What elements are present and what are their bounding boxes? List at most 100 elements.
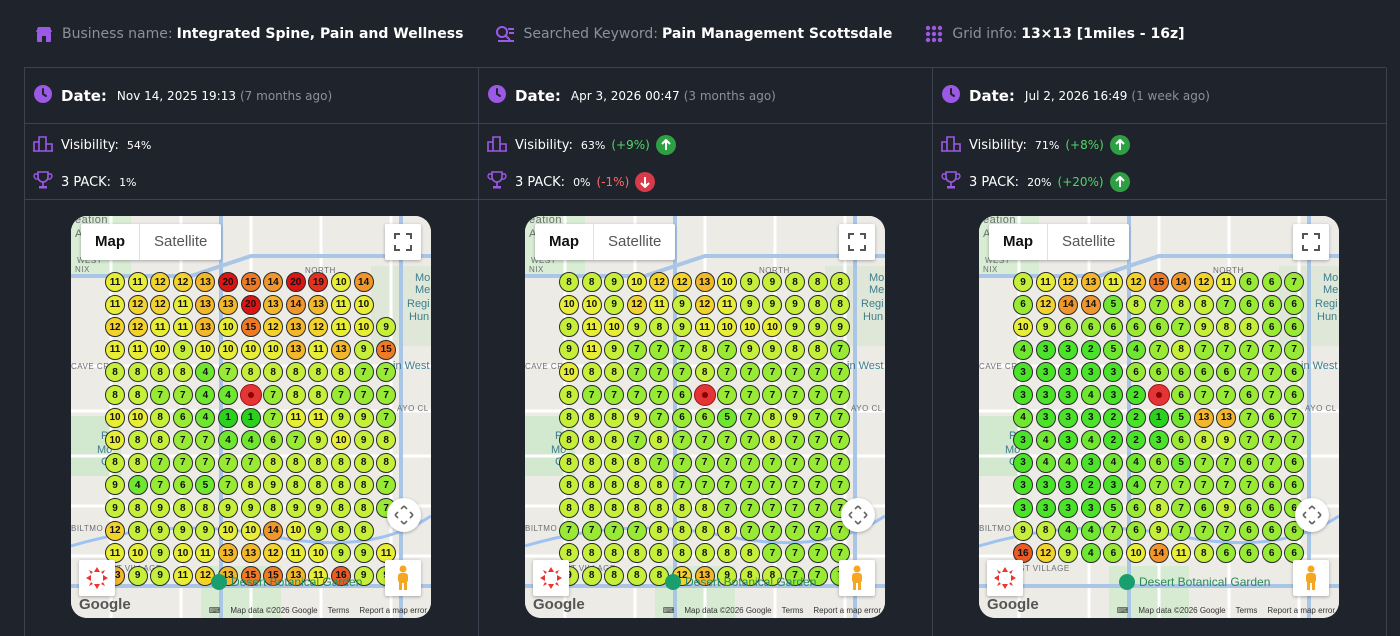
rank-dot[interactable]: 8	[331, 475, 351, 496]
rank-dot[interactable]: 4	[1013, 407, 1033, 428]
rank-dot[interactable]: 9	[353, 543, 374, 564]
rank-dot[interactable]: 7	[672, 339, 692, 360]
report-error-link[interactable]: Report a map error	[359, 606, 427, 615]
rank-dot[interactable]: 10	[150, 339, 171, 360]
map-tab[interactable]: Map	[535, 224, 594, 260]
rank-dot[interactable]: 6	[172, 407, 193, 428]
rank-dot[interactable]: 7	[649, 452, 670, 473]
rank-dot[interactable]: 8	[649, 498, 670, 518]
rank-dot[interactable]: 4	[1058, 452, 1079, 473]
rank-dot[interactable]: 12	[1035, 294, 1056, 315]
rank-dot[interactable]: 6	[1284, 317, 1305, 338]
rank-dot[interactable]: 8	[672, 543, 692, 564]
rank-dot[interactable]: 3	[1103, 475, 1124, 496]
rank-dot[interactable]: 4	[1126, 452, 1146, 473]
rank-dot[interactable]: 7	[762, 543, 783, 564]
rank-dot[interactable]: 11	[1035, 272, 1056, 292]
rank-dot[interactable]: 8	[672, 520, 692, 541]
rank-dot[interactable]: 10	[739, 317, 760, 338]
rank-dot[interactable]: 12	[626, 294, 647, 315]
rank-dot[interactable]: 13	[263, 294, 284, 315]
rank-dot[interactable]: 6	[1216, 543, 1237, 564]
rank-dot[interactable]: 9	[150, 543, 171, 564]
rank-dot[interactable]: 3	[1058, 498, 1079, 518]
rank-dot[interactable]: 9	[1193, 317, 1214, 338]
rank-dot[interactable]: 7	[807, 430, 828, 451]
rank-dot[interactable]: 3	[1058, 407, 1079, 428]
rank-dot[interactable]: 6	[1148, 452, 1169, 473]
rank-dot[interactable]: 7	[1239, 430, 1259, 451]
rank-dot[interactable]: 6	[1239, 520, 1259, 541]
rank-dot[interactable]: 8	[739, 543, 760, 564]
rank-dot[interactable]: 9	[1148, 520, 1169, 541]
rank-dot[interactable]: 3	[1035, 498, 1056, 518]
rank-dot[interactable]: 8	[308, 385, 329, 405]
rank-dot[interactable]: 4	[1035, 430, 1056, 451]
rank-dot[interactable]: 6	[1239, 543, 1259, 564]
rank-dot[interactable]: 12	[127, 294, 148, 315]
rank-dot[interactable]: 7	[785, 385, 805, 405]
rank-dot[interactable]: 12	[263, 317, 284, 338]
rank-dot[interactable]: 10	[285, 520, 306, 541]
rank-dot[interactable]: 8	[559, 407, 579, 428]
rank-dot[interactable]: 7	[626, 362, 647, 383]
rank-dot[interactable]: 7	[1239, 407, 1259, 428]
rank-dot[interactable]: 13	[1080, 272, 1101, 292]
rank-dot[interactable]: 10	[240, 339, 261, 360]
rank-dot[interactable]: 15	[240, 272, 261, 292]
rank-dot[interactable]: 11	[649, 294, 670, 315]
rank-dot[interactable]: 8	[353, 452, 374, 473]
rank-dot[interactable]: 11	[150, 317, 171, 338]
rank-dot[interactable]: 6	[1284, 452, 1305, 473]
rank-dot[interactable]: 4	[195, 385, 216, 405]
rank-dot[interactable]: 10	[762, 317, 783, 338]
rank-dot[interactable]: 6	[1261, 407, 1282, 428]
rank-dot[interactable]: 3	[1080, 452, 1101, 473]
rank-dot[interactable]: 6	[1239, 498, 1259, 518]
rank-dot[interactable]: 8	[1148, 498, 1169, 518]
rank-dot[interactable]: 11	[1216, 272, 1237, 292]
rank-dot[interactable]: 8	[604, 543, 625, 564]
rank-dot[interactable]: 11	[1103, 272, 1124, 292]
rank-dot[interactable]: 4	[1126, 475, 1146, 496]
rank-dot[interactable]: 2	[1103, 430, 1124, 451]
rank-dot[interactable]: 8	[1126, 294, 1146, 315]
rank-dot[interactable]: 7	[739, 520, 760, 541]
rank-dot[interactable]: 7	[717, 452, 738, 473]
rank-dot[interactable]: 2	[1080, 475, 1101, 496]
rank-dot[interactable]: 7	[672, 362, 692, 383]
rank-dot[interactable]: 15	[1148, 272, 1169, 292]
rank-dot[interactable]: 7	[1261, 430, 1282, 451]
rank-dot[interactable]: 12	[172, 272, 193, 292]
rank-dot[interactable]: 8	[331, 520, 351, 541]
rank-dot[interactable]: 8	[649, 317, 670, 338]
rank-dot[interactable]: 7	[649, 362, 670, 383]
rank-dot[interactable]: 7	[1171, 520, 1192, 541]
rank-dot[interactable]: 9	[331, 543, 351, 564]
rank-dot[interactable]: 4	[240, 430, 261, 451]
rank-dot[interactable]: 14	[263, 272, 284, 292]
rank-dot[interactable]: 3	[1103, 385, 1124, 405]
rank-dot[interactable]: 7	[762, 362, 783, 383]
rank-dot[interactable]: 7	[717, 475, 738, 496]
rank-dot[interactable]: 4	[1013, 339, 1033, 360]
rank-dot[interactable]: 9	[285, 498, 306, 518]
rank-dot[interactable]: 12	[127, 317, 148, 338]
rank-dot[interactable]: 7	[807, 475, 828, 496]
rank-dot[interactable]: 13	[195, 272, 216, 292]
rank-dot[interactable]: 8	[581, 362, 602, 383]
rank-dot[interactable]: 3	[1058, 385, 1079, 405]
rank-dot[interactable]: 7	[694, 430, 715, 451]
rank-dot[interactable]: 8	[559, 385, 579, 405]
rank-dot[interactable]: 9	[672, 294, 692, 315]
rank-dot[interactable]: 8	[285, 362, 306, 383]
rank-dot[interactable]: 6	[1261, 498, 1282, 518]
rank-dot[interactable]: 12	[1126, 272, 1146, 292]
rank-dot[interactable]: 8	[581, 430, 602, 451]
rank-dot[interactable]: 6	[1148, 317, 1169, 338]
rank-dot[interactable]: 2	[1103, 407, 1124, 428]
rank-dot[interactable]: 9	[739, 272, 760, 292]
rank-dot[interactable]: 8	[626, 475, 647, 496]
rank-dot[interactable]: 9	[105, 475, 125, 496]
rank-dot[interactable]: 14	[263, 520, 284, 541]
